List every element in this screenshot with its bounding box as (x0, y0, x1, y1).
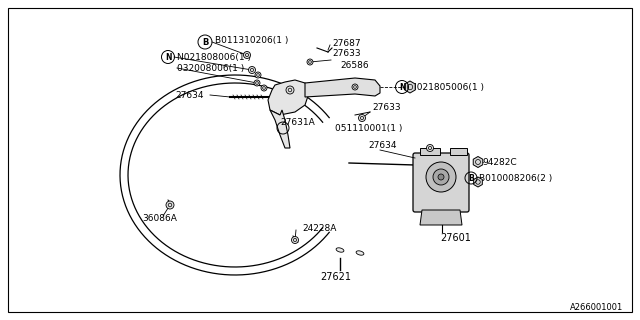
Circle shape (248, 67, 255, 74)
Circle shape (352, 84, 358, 90)
Text: B: B (202, 37, 208, 46)
Circle shape (426, 145, 433, 151)
Polygon shape (450, 148, 467, 155)
Text: N: N (399, 83, 405, 92)
Text: 26586: 26586 (340, 60, 369, 69)
Circle shape (291, 236, 298, 244)
Polygon shape (405, 81, 415, 93)
Text: 27633: 27633 (332, 49, 360, 58)
Circle shape (243, 52, 250, 59)
Text: A266001001: A266001001 (570, 303, 623, 313)
Polygon shape (270, 110, 290, 148)
Ellipse shape (336, 248, 344, 252)
Polygon shape (474, 177, 483, 187)
Text: N021808006(1 ): N021808006(1 ) (177, 52, 251, 61)
Polygon shape (420, 210, 462, 225)
Polygon shape (473, 156, 483, 167)
Text: 27601: 27601 (440, 233, 471, 243)
Circle shape (307, 59, 313, 65)
Text: 27631A: 27631A (280, 117, 315, 126)
Text: 032008006(1 ): 032008006(1 ) (177, 63, 244, 73)
Text: 36086A: 36086A (142, 213, 177, 222)
Text: 27633: 27633 (372, 102, 401, 111)
Circle shape (426, 162, 456, 192)
Text: 051110001(1 ): 051110001(1 ) (335, 124, 403, 132)
Text: 27634: 27634 (368, 140, 397, 149)
Text: N: N (164, 52, 172, 61)
Polygon shape (268, 80, 310, 115)
Text: 24228A: 24228A (302, 223, 337, 233)
Circle shape (255, 72, 261, 78)
Circle shape (254, 80, 260, 86)
Text: 27634: 27634 (175, 91, 204, 100)
Text: 94282C: 94282C (482, 157, 516, 166)
Text: 27621: 27621 (320, 272, 351, 282)
Circle shape (286, 86, 294, 94)
Polygon shape (420, 148, 440, 155)
Text: B011310206(1 ): B011310206(1 ) (215, 36, 289, 44)
Circle shape (358, 115, 365, 122)
FancyBboxPatch shape (413, 153, 469, 212)
Circle shape (166, 201, 174, 209)
Text: B010008206(2 ): B010008206(2 ) (479, 173, 552, 182)
Ellipse shape (356, 251, 364, 255)
Circle shape (433, 169, 449, 185)
Text: N021805006(1 ): N021805006(1 ) (410, 83, 484, 92)
Text: B: B (468, 173, 474, 182)
Circle shape (261, 85, 267, 91)
Circle shape (438, 174, 444, 180)
Text: 27687: 27687 (332, 38, 360, 47)
Polygon shape (305, 78, 380, 97)
